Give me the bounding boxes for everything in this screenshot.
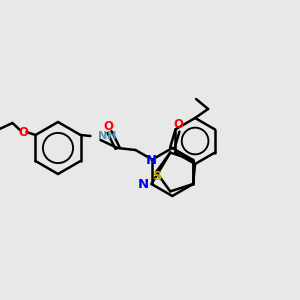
Text: O: O: [173, 118, 183, 131]
Text: N: N: [137, 178, 148, 190]
Text: N: N: [146, 154, 157, 166]
Text: O: O: [103, 119, 113, 133]
Text: O: O: [19, 125, 28, 139]
Text: NH: NH: [98, 131, 116, 141]
Text: S: S: [153, 170, 163, 184]
